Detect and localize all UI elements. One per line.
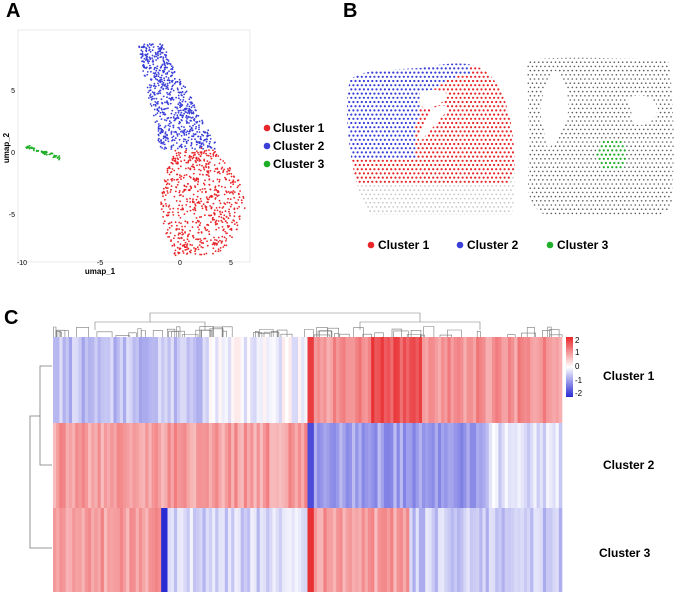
tissue-gap (418, 105, 448, 142)
umap-xtick: -5 (97, 260, 103, 267)
legend-b-label-cluster1: Cluster 1 (378, 238, 430, 252)
legend-a-label-cluster2: Cluster 2 (273, 139, 325, 153)
row-dendrogram (29, 365, 52, 549)
umap-xlabel: umap_1 (85, 267, 116, 276)
legend-a-label-cluster1: Cluster 1 (273, 121, 325, 135)
legend-a-marker-cluster1 (263, 124, 271, 132)
panel-letter-b: B (343, 0, 358, 22)
legend-b-marker-cluster2 (456, 241, 464, 249)
umap-xtick: -10 (17, 260, 27, 267)
colorbar-tick: -2 (575, 389, 583, 398)
umap-ylabel: umap_2 (2, 132, 11, 163)
spatial-panel: Cluster 1 Cluster 2 Cluster 3 (347, 57, 674, 252)
heatmap-panel: 2 1 0 -1 -2 Cluster 1 Cluster 2 Cluster … (29, 312, 655, 592)
legend-b-marker-cluster1 (367, 241, 375, 249)
colorbar-tick: -1 (575, 376, 583, 385)
umap-frame (17, 29, 251, 263)
umap-ytick: -5 (9, 212, 15, 219)
legend-a-marker-cluster2 (263, 142, 271, 150)
colorbar-tick: 0 (575, 362, 580, 371)
legend-a-label-cluster3: Cluster 3 (273, 157, 325, 171)
panel-letter-a: A (6, 0, 21, 22)
tissue-gap (540, 70, 569, 150)
umap-ytick: 0 (11, 150, 15, 157)
umap-panel: -10 -5 0 5 5 0 -5 umap_1 umap_2 Cluster … (2, 29, 325, 276)
tissue-gap (420, 89, 448, 108)
colorbar (566, 337, 573, 397)
heatmap-cells (53, 337, 563, 592)
legend-b-label-cluster2: Cluster 2 (467, 238, 519, 252)
tissue-gap (628, 95, 658, 126)
tissue-section-left (347, 63, 515, 215)
heatmap-row-label-cluster3: Cluster 3 (599, 546, 651, 560)
legend-b-marker-cluster3 (546, 241, 554, 249)
colorbar-tick: 2 (575, 336, 580, 345)
heatmap-row-label-cluster2: Cluster 2 (603, 458, 655, 472)
legend-a-marker-cluster3 (263, 160, 271, 168)
heatmap-row-label-cluster1: Cluster 1 (603, 369, 655, 383)
colorbar-tick: 1 (575, 348, 580, 357)
umap-ytick: 5 (11, 88, 15, 95)
column-dendrogram (53, 312, 563, 337)
umap-xtick: 5 (229, 260, 233, 267)
legend-b-label-cluster3: Cluster 3 (557, 238, 609, 252)
umap-points (25, 43, 246, 257)
panel-letter-c: C (4, 307, 19, 329)
umap-xtick: 0 (178, 260, 182, 267)
